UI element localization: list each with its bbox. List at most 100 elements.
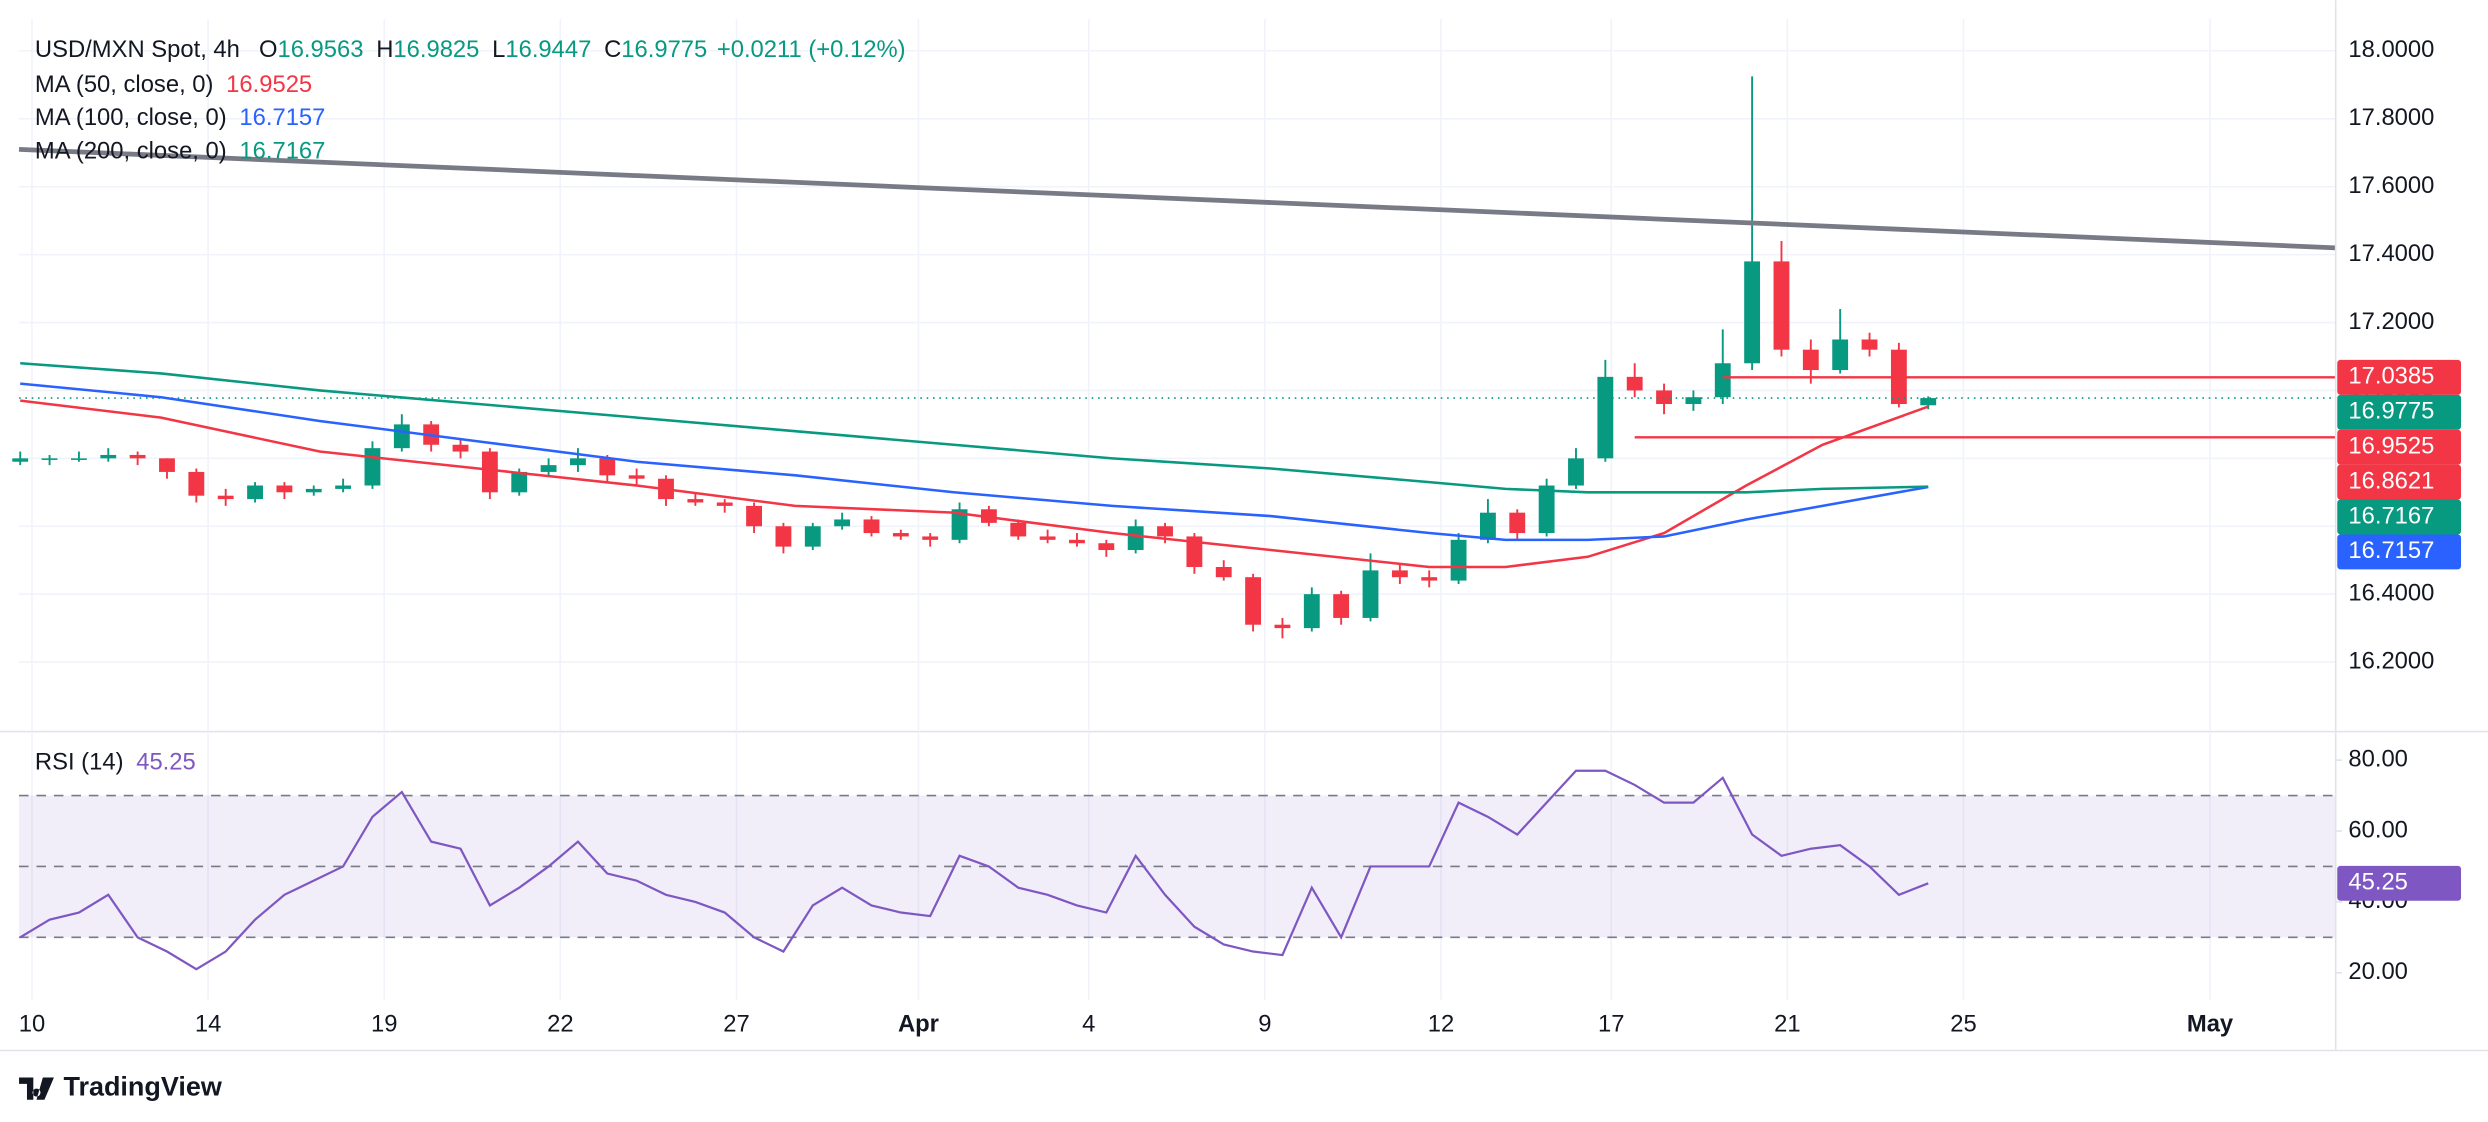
candle-body [1714, 363, 1731, 398]
price-tag-label: 16.9775 [2348, 398, 2434, 425]
y-tick-label: 17.2000 [2348, 308, 2434, 335]
candle-body [863, 519, 880, 534]
candle-body [1773, 261, 1790, 350]
moving-average-line [20, 361, 1929, 494]
candle-body [1010, 522, 1027, 537]
candle-body [1685, 397, 1702, 405]
candle-body [746, 505, 762, 527]
y-tick-label: 17.6000 [2348, 172, 2434, 199]
axis-layer: 10 14 19 22 27 Apr 4 9 12 17 21 25 May 16.2000 16.4000… [19, 36, 2462, 1037]
candle-body [1391, 570, 1408, 578]
candle-body [1538, 485, 1555, 534]
price-tag [2337, 865, 2462, 901]
candle-body [511, 471, 528, 493]
legend-value: 16.7157 [239, 104, 325, 131]
legend-value: 16.9525 [226, 71, 312, 98]
price-tag-label: 45.25 [2348, 869, 2408, 896]
x-tick-label: 25 [1950, 1010, 1976, 1037]
candle-body [1215, 567, 1232, 578]
x-tick-label: 10 [19, 1010, 45, 1037]
candle-body [41, 458, 58, 460]
y-tick-label: 18.0000 [2348, 36, 2434, 63]
brand-name: TradingView [63, 1072, 222, 1102]
candle-body [1098, 543, 1115, 551]
candle-body [1597, 376, 1614, 459]
candle-body [1421, 577, 1438, 581]
x-tick-label: 17 [1598, 1010, 1624, 1037]
x-tick-label: 9 [1258, 1010, 1271, 1037]
moving-average-line [20, 399, 1929, 569]
candle-body [481, 451, 498, 493]
price-tag [2337, 464, 2462, 500]
price-tag [2337, 394, 2462, 430]
trend-line [18, 146, 2336, 251]
candle-body [1802, 349, 1819, 371]
candle-body [804, 526, 821, 547]
candle-body [364, 448, 381, 486]
candle-body [1069, 539, 1085, 544]
price-tag-label: 16.7157 [2348, 537, 2434, 564]
legend-value: 45.25 [136, 749, 196, 776]
ohlc-label: L [492, 36, 505, 63]
grid-layer [19, 19, 2336, 1000]
candle-body [716, 502, 733, 506]
price-tag [2337, 499, 2462, 535]
ohlc-value: 16.9775 [621, 36, 707, 63]
legend-layer: MA (50, close, 0) 16.9525 MA (100, close, … [35, 36, 906, 775]
price-tag [2337, 534, 2462, 570]
y-tick-label: 80.00 [2348, 745, 2408, 772]
candle-body [1157, 526, 1173, 537]
candle-body [1274, 624, 1291, 629]
chart-title: USD/MXN Spot, 4h [35, 36, 240, 63]
y-tick-label: 17.4000 [2348, 240, 2434, 267]
legend-entry: MA (200, close, 0) 16.7167 [35, 138, 326, 165]
candle-body [1656, 390, 1672, 405]
x-tick-label: 27 [723, 1010, 749, 1037]
x-tick-label: 22 [547, 1010, 573, 1037]
legend-entry: MA (50, close, 0) 16.9525 [35, 71, 312, 98]
mark-layer [12, 76, 2336, 971]
rsi-line [19, 769, 1929, 971]
legend-name: MA (50, close, 0) [35, 71, 214, 98]
candle-body [217, 495, 234, 500]
candle-body [1626, 376, 1643, 391]
candle-body [159, 458, 175, 472]
candle-body [12, 458, 29, 462]
y-tick-label: 16.2000 [2348, 647, 2434, 674]
price-tag-label: 16.9525 [2348, 432, 2434, 459]
legend-name: MA (100, close, 0) [35, 104, 227, 131]
candle-body [1744, 261, 1761, 364]
candle-body [687, 499, 704, 503]
candle-body [1920, 398, 1937, 406]
candle-body [892, 533, 909, 537]
candle-body [922, 536, 939, 540]
candle-body [100, 454, 117, 459]
y-tick-label: 16.4000 [2348, 579, 2434, 606]
candle-body [1245, 577, 1262, 625]
legend-entry: RSI (14) 45.25 [35, 749, 196, 776]
x-tick-label: 19 [371, 1010, 397, 1037]
change-value: +0.0211 (+0.12%) [717, 36, 906, 63]
candle-body [1832, 339, 1849, 371]
candle-body [570, 458, 586, 466]
ohlc-value: 16.9563 [277, 36, 363, 63]
candle-body [1186, 536, 1203, 568]
candle-body [1333, 594, 1350, 618]
candle-body [1303, 594, 1320, 629]
ohlc-label: H [376, 36, 393, 63]
ohlc-value: 16.9447 [505, 36, 591, 63]
price-tag [2337, 429, 2462, 465]
candle-body [188, 471, 205, 496]
chart-header: USD/MXN Spot, 4h O16.9563 H16.9825 L16.9447… [35, 36, 906, 63]
candle-body [951, 509, 968, 540]
legend-value: 16.7167 [239, 138, 325, 165]
legend-entry: MA (100, close, 0) 16.7157 [35, 104, 326, 131]
candle-body [775, 526, 792, 547]
candle-body [628, 475, 645, 479]
x-tick-label: 4 [1082, 1010, 1095, 1037]
candle-body [70, 458, 87, 460]
y-tick-label: 60.00 [2348, 816, 2408, 843]
